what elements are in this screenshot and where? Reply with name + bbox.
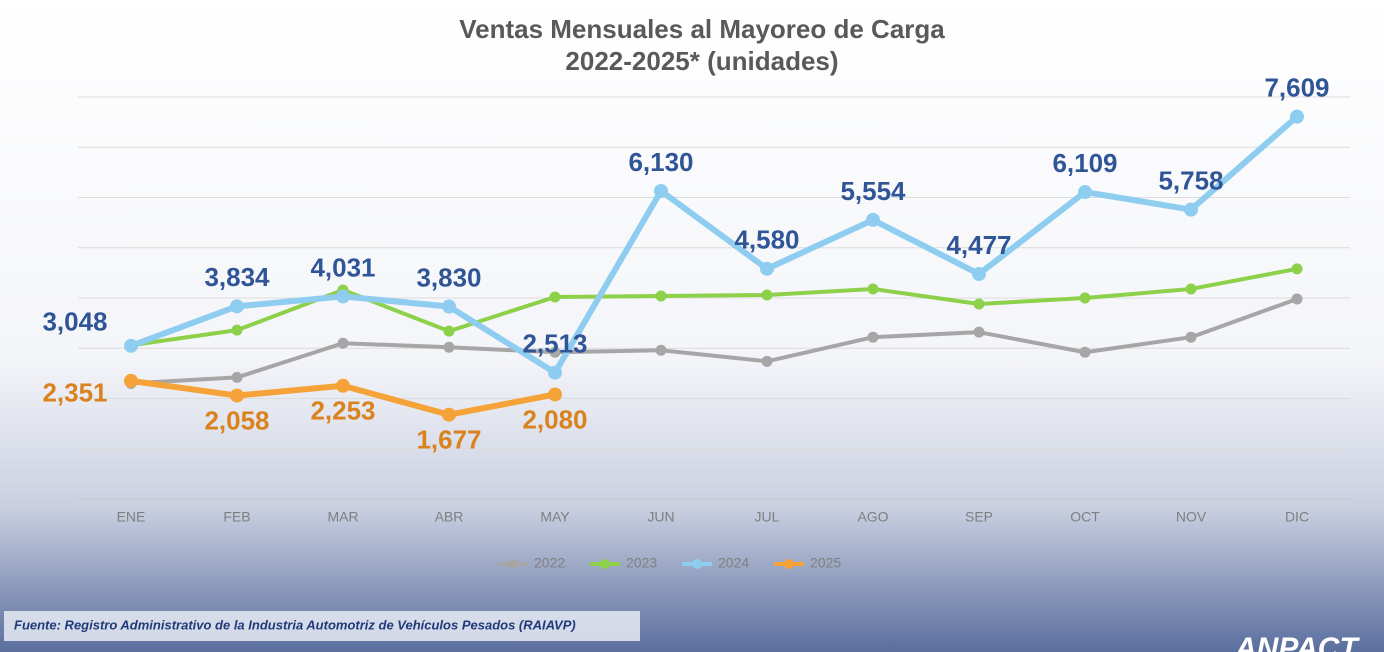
legend-dot	[600, 559, 610, 569]
x-tick-label: AGO	[857, 509, 888, 525]
data-label: 5,554	[840, 176, 906, 206]
point	[654, 183, 668, 198]
data-label: 3,830	[416, 262, 481, 292]
source-box	[4, 611, 640, 641]
point	[443, 341, 455, 353]
data-label: 2,513	[522, 329, 587, 359]
point	[443, 325, 455, 337]
point	[760, 261, 774, 276]
legend-dot	[784, 559, 794, 569]
legend-dot	[692, 559, 702, 569]
point	[442, 299, 456, 314]
point	[1291, 263, 1303, 275]
point	[1185, 331, 1197, 343]
series-line	[129, 114, 1299, 376]
point	[548, 365, 562, 380]
x-tick-label: MAY	[540, 509, 570, 525]
point	[1290, 109, 1304, 124]
series-line	[130, 297, 1298, 386]
point	[867, 331, 879, 343]
legend-label: 2022	[534, 555, 565, 571]
point	[336, 378, 350, 393]
x-tick-label: DIC	[1285, 509, 1309, 525]
point	[761, 355, 773, 367]
data-label: 2,058	[204, 405, 269, 435]
point	[866, 212, 880, 227]
x-tick-label: MAR	[327, 509, 358, 525]
point	[442, 407, 456, 422]
x-tick-label: JUN	[647, 509, 674, 525]
data-label: 6,109	[1052, 148, 1117, 178]
data-label: 1,677	[416, 425, 481, 455]
x-tick-label: FEB	[223, 509, 250, 525]
data-label: 4,031	[310, 252, 375, 282]
x-tick-label: NOV	[1176, 509, 1207, 525]
point	[973, 326, 985, 338]
point	[231, 324, 243, 336]
x-tick-label: JUL	[755, 509, 780, 525]
chart-title: Ventas Mensuales al Mayoreo de Carga	[459, 14, 945, 44]
point	[655, 290, 667, 302]
point	[655, 344, 667, 356]
point	[337, 337, 349, 349]
legend-label: 2025	[810, 555, 841, 571]
data-label: 2,080	[522, 404, 587, 434]
data-label: 4,477	[946, 230, 1011, 260]
point	[1291, 293, 1303, 305]
data-label: 4,580	[734, 225, 799, 255]
data-label: 2,351	[42, 378, 107, 408]
point	[548, 387, 562, 402]
point	[1079, 292, 1091, 304]
point	[231, 371, 243, 383]
data-label: 3,048	[42, 307, 107, 337]
point	[230, 299, 244, 314]
point	[336, 289, 350, 304]
point	[549, 291, 561, 303]
point	[124, 373, 138, 388]
source: Fuente: Registro Administrativo de la In…	[14, 617, 576, 632]
data-label: 7,609	[1264, 73, 1329, 103]
point	[1184, 202, 1198, 217]
chart-subtitle: 2022-2025* (unidades)	[565, 46, 838, 76]
logo: ANPACT	[1234, 632, 1360, 652]
point	[1078, 185, 1092, 200]
data-label: 3,834	[204, 262, 270, 292]
point	[761, 289, 773, 301]
point	[1079, 346, 1091, 358]
point	[1185, 283, 1197, 295]
data-label: 5,758	[1158, 166, 1223, 196]
x-tick-label: ABR	[435, 509, 464, 525]
legend-label: 2023	[626, 555, 657, 571]
data-label: 6,130	[628, 147, 693, 177]
legend-dot	[508, 559, 518, 569]
point	[549, 346, 561, 358]
point	[124, 338, 138, 353]
legend-label: 2024	[718, 555, 749, 571]
x-tick-label: OCT	[1070, 509, 1100, 525]
point	[973, 298, 985, 310]
x-tick-label: SEP	[965, 509, 993, 525]
point	[972, 267, 986, 282]
data-label: 2,253	[310, 396, 375, 426]
point	[867, 283, 879, 295]
point	[230, 388, 244, 403]
x-tick-label: ENE	[117, 509, 146, 525]
